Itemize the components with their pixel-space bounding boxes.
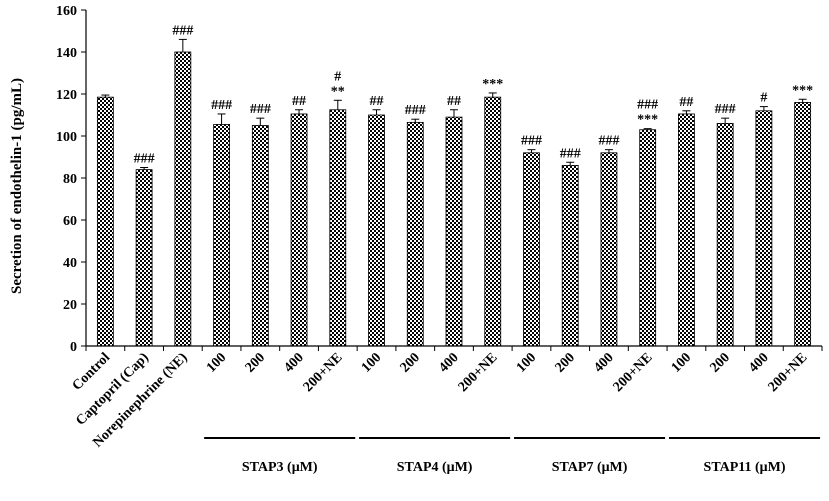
y-tick-label: 100 [56, 130, 77, 145]
bar [639, 129, 657, 347]
significance-marker: ### [560, 146, 581, 161]
bar [290, 113, 308, 347]
significance-marker: ## [370, 94, 384, 109]
y-tick-label: 20 [63, 298, 77, 313]
significance-marker: # [760, 91, 767, 106]
category-label: 200+NE [611, 350, 656, 395]
bar [484, 96, 502, 347]
category-label: 400 [436, 350, 461, 375]
y-tick-label: 60 [63, 214, 77, 229]
bar [678, 113, 695, 347]
significance-marker: ## [447, 94, 461, 109]
bar [174, 51, 192, 347]
bar [755, 110, 773, 347]
y-tick-label: 140 [56, 46, 77, 61]
group-label: STAP3 (μM) [242, 460, 318, 475]
bar [329, 109, 347, 347]
category-label: 400 [591, 350, 616, 375]
y-tick-label: 0 [70, 340, 77, 355]
category-label: 100 [514, 350, 539, 375]
group-label: STAP7 (μM) [552, 460, 628, 475]
y-axis-label: Secretion of endothelin-1 (pg/mL) [9, 78, 25, 294]
bar [716, 123, 734, 347]
significance-marker: ### [637, 98, 658, 113]
bar [561, 164, 579, 347]
bar [368, 114, 385, 347]
category-label: 400 [281, 350, 306, 375]
category-label: 100 [669, 350, 694, 375]
category-label: 200 [708, 350, 733, 375]
significance-marker: *** [792, 83, 813, 98]
category-label: 200 [553, 350, 578, 375]
category-label: 200+NE [301, 350, 346, 395]
significance-marker: ## [292, 94, 306, 109]
category-label: 200 [398, 350, 423, 375]
axes-layer [81, 9, 823, 439]
bar [213, 124, 230, 347]
bar [523, 152, 540, 347]
significance-marker: ### [250, 102, 271, 117]
bar [445, 116, 463, 347]
significance-marker: *** [482, 77, 503, 92]
significance-marker: ### [598, 134, 619, 149]
y-tick-label: 160 [56, 4, 77, 19]
group-label: STAP4 (μM) [397, 460, 473, 475]
category-label: 200 [243, 350, 268, 375]
bars-layer [96, 38, 812, 347]
significance-marker: ### [405, 103, 426, 118]
y-tick-label: 40 [63, 256, 77, 271]
category-label: 100 [204, 350, 229, 375]
significance-marker: ### [211, 98, 232, 113]
category-label: 200+NE [456, 350, 501, 395]
bar [600, 152, 618, 347]
significance-marker: ### [134, 152, 155, 167]
bar [794, 102, 812, 347]
y-tick-label: 80 [63, 172, 77, 187]
bar [406, 121, 424, 347]
category-label: 400 [746, 350, 771, 375]
labels-layer: ######### #####**########***#########***#… [56, 4, 813, 475]
category-label: 100 [359, 350, 384, 375]
significance-marker: ## [679, 95, 693, 110]
y-tick-label: 120 [56, 88, 77, 103]
significance-marker: ### [172, 23, 193, 38]
significance-marker: # [334, 69, 341, 84]
bar [96, 96, 114, 347]
category-label: 200+NE [766, 350, 811, 395]
bar [251, 125, 269, 347]
significance-marker: ** [331, 84, 345, 99]
significance-marker: ### [521, 134, 542, 149]
significance-marker: ### [715, 102, 736, 117]
significance-marker: *** [637, 113, 658, 128]
bar [135, 169, 153, 347]
group-label: STAP11 (μM) [704, 460, 786, 475]
